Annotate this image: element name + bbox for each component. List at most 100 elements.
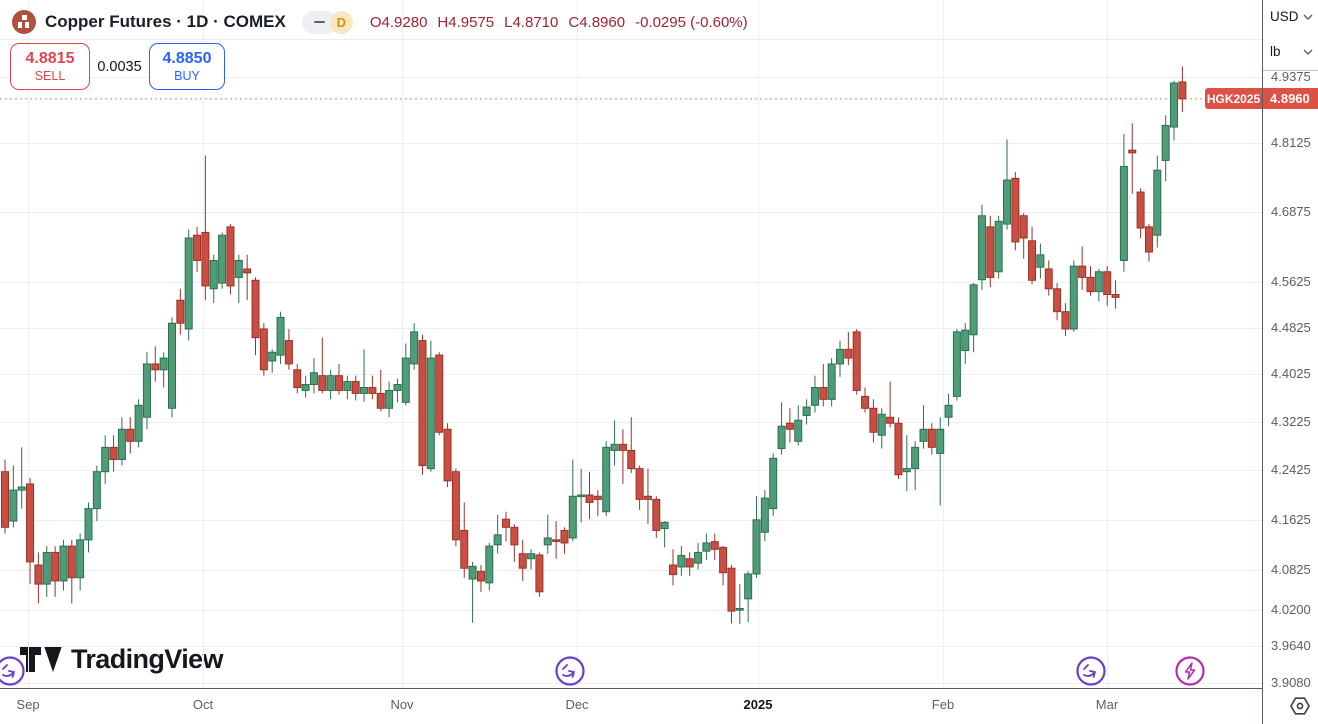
candle[interactable]	[201, 231, 210, 287]
candle[interactable]	[794, 419, 803, 442]
time-axis-label[interactable]: Feb	[931, 697, 955, 712]
candle[interactable]	[877, 413, 886, 436]
candle[interactable]	[502, 518, 510, 528]
candle[interactable]	[1053, 288, 1062, 313]
candle[interactable]	[543, 537, 552, 546]
candle[interactable]	[193, 234, 202, 261]
candle[interactable]	[944, 404, 953, 418]
candle[interactable]	[535, 554, 544, 593]
candle[interactable]	[251, 279, 260, 339]
candle[interactable]	[577, 494, 586, 498]
candle[interactable]	[1028, 240, 1037, 281]
candle[interactable]	[84, 508, 93, 541]
interval-badge[interactable]: D	[329, 10, 353, 34]
candle[interactable]	[1036, 254, 1045, 268]
candle[interactable]	[1086, 276, 1095, 293]
candle[interactable]	[810, 386, 819, 406]
time-axis-label[interactable]: 2025	[743, 697, 773, 712]
candle[interactable]	[518, 553, 527, 569]
candle[interactable]	[952, 331, 961, 397]
candle[interactable]	[59, 545, 68, 582]
candle[interactable]	[9, 489, 18, 522]
candle[interactable]	[894, 422, 903, 476]
time-axis-label[interactable]: Nov	[390, 697, 414, 712]
candle[interactable]	[426, 357, 435, 470]
candle[interactable]	[527, 553, 536, 560]
price-axis[interactable]: USD lb 4.9375 4.8125 4.6875 4.5625 4.4825 4.4…	[1262, 0, 1318, 724]
candle[interactable]	[1044, 268, 1053, 290]
candle[interactable]	[627, 449, 636, 470]
candle[interactable]	[1003, 179, 1011, 225]
candle[interactable]	[293, 369, 302, 388]
candle[interactable]	[159, 357, 168, 371]
candle[interactable]	[42, 551, 51, 585]
time-axis[interactable]: Sep Oct Nov Dec 2025 Feb Mar	[0, 688, 1318, 724]
contract-rollover-marker[interactable]	[1075, 655, 1107, 692]
candle[interactable]	[1178, 81, 1187, 100]
candle[interactable]	[1, 471, 9, 528]
symbol-title[interactable]: Copper Futures · 1D · COMEX	[45, 12, 286, 31]
contract-rollover-marker[interactable]	[0, 655, 26, 692]
candle[interactable]	[1011, 177, 1020, 243]
time-axis-label[interactable]: Oct	[192, 697, 214, 712]
candle[interactable]	[276, 316, 285, 356]
candle[interactable]	[76, 539, 85, 579]
candle[interactable]	[869, 407, 878, 433]
candle[interactable]	[1144, 226, 1153, 253]
candle[interactable]	[26, 483, 35, 563]
candle[interactable]	[259, 328, 268, 371]
candle[interactable]	[719, 546, 728, 574]
candle[interactable]	[618, 443, 627, 451]
candle[interactable]	[643, 495, 652, 500]
candle[interactable]	[769, 457, 778, 510]
candle[interactable]	[694, 551, 703, 564]
candle[interactable]	[117, 428, 126, 460]
candle[interactable]	[610, 443, 619, 451]
candle[interactable]	[309, 372, 318, 386]
candle[interactable]	[685, 558, 694, 568]
candle[interactable]	[67, 545, 76, 579]
candle[interactable]	[226, 226, 235, 287]
candle[interactable]	[268, 351, 277, 362]
candle[interactable]	[977, 215, 986, 281]
candle[interactable]	[476, 570, 485, 582]
candle[interactable]	[735, 608, 744, 611]
candle[interactable]	[585, 494, 594, 503]
candle[interactable]	[485, 545, 494, 584]
time-axis-label[interactable]: Sep	[16, 697, 40, 712]
sell-button[interactable]: 4.8815 SELL	[10, 43, 90, 90]
candle[interactable]	[969, 284, 978, 336]
candle[interactable]	[318, 375, 327, 391]
candle[interactable]	[852, 331, 861, 391]
candle[interactable]	[184, 237, 193, 330]
candle[interactable]	[401, 357, 410, 403]
candle[interactable]	[218, 234, 227, 284]
candle[interactable]	[510, 526, 519, 546]
candle[interactable]	[209, 259, 218, 290]
candle[interactable]	[1170, 82, 1178, 128]
candle[interactable]	[660, 521, 669, 530]
candle[interactable]	[418, 340, 427, 467]
candle[interactable]	[1111, 293, 1120, 298]
candle[interactable]	[1128, 149, 1137, 154]
unit-selector[interactable]: lb	[1270, 44, 1313, 59]
collapse-legend-button[interactable]	[301, 10, 337, 34]
candle[interactable]	[652, 498, 661, 531]
candle[interactable]	[552, 539, 561, 542]
candle[interactable]	[326, 375, 335, 391]
contract-rollover-marker[interactable]	[554, 655, 586, 692]
candle[interactable]	[51, 551, 60, 582]
candle[interactable]	[961, 329, 970, 351]
candle[interactable]	[886, 416, 895, 424]
candle[interactable]	[17, 486, 26, 491]
candle[interactable]	[702, 542, 711, 552]
candle[interactable]	[635, 468, 644, 500]
candle[interactable]	[819, 386, 828, 400]
candle[interactable]	[560, 529, 569, 544]
candle[interactable]	[360, 386, 369, 394]
candle[interactable]	[34, 564, 43, 585]
candle[interactable]	[677, 555, 686, 568]
candle[interactable]	[243, 268, 252, 274]
candle[interactable]	[343, 381, 352, 391]
candle[interactable]	[126, 428, 135, 442]
